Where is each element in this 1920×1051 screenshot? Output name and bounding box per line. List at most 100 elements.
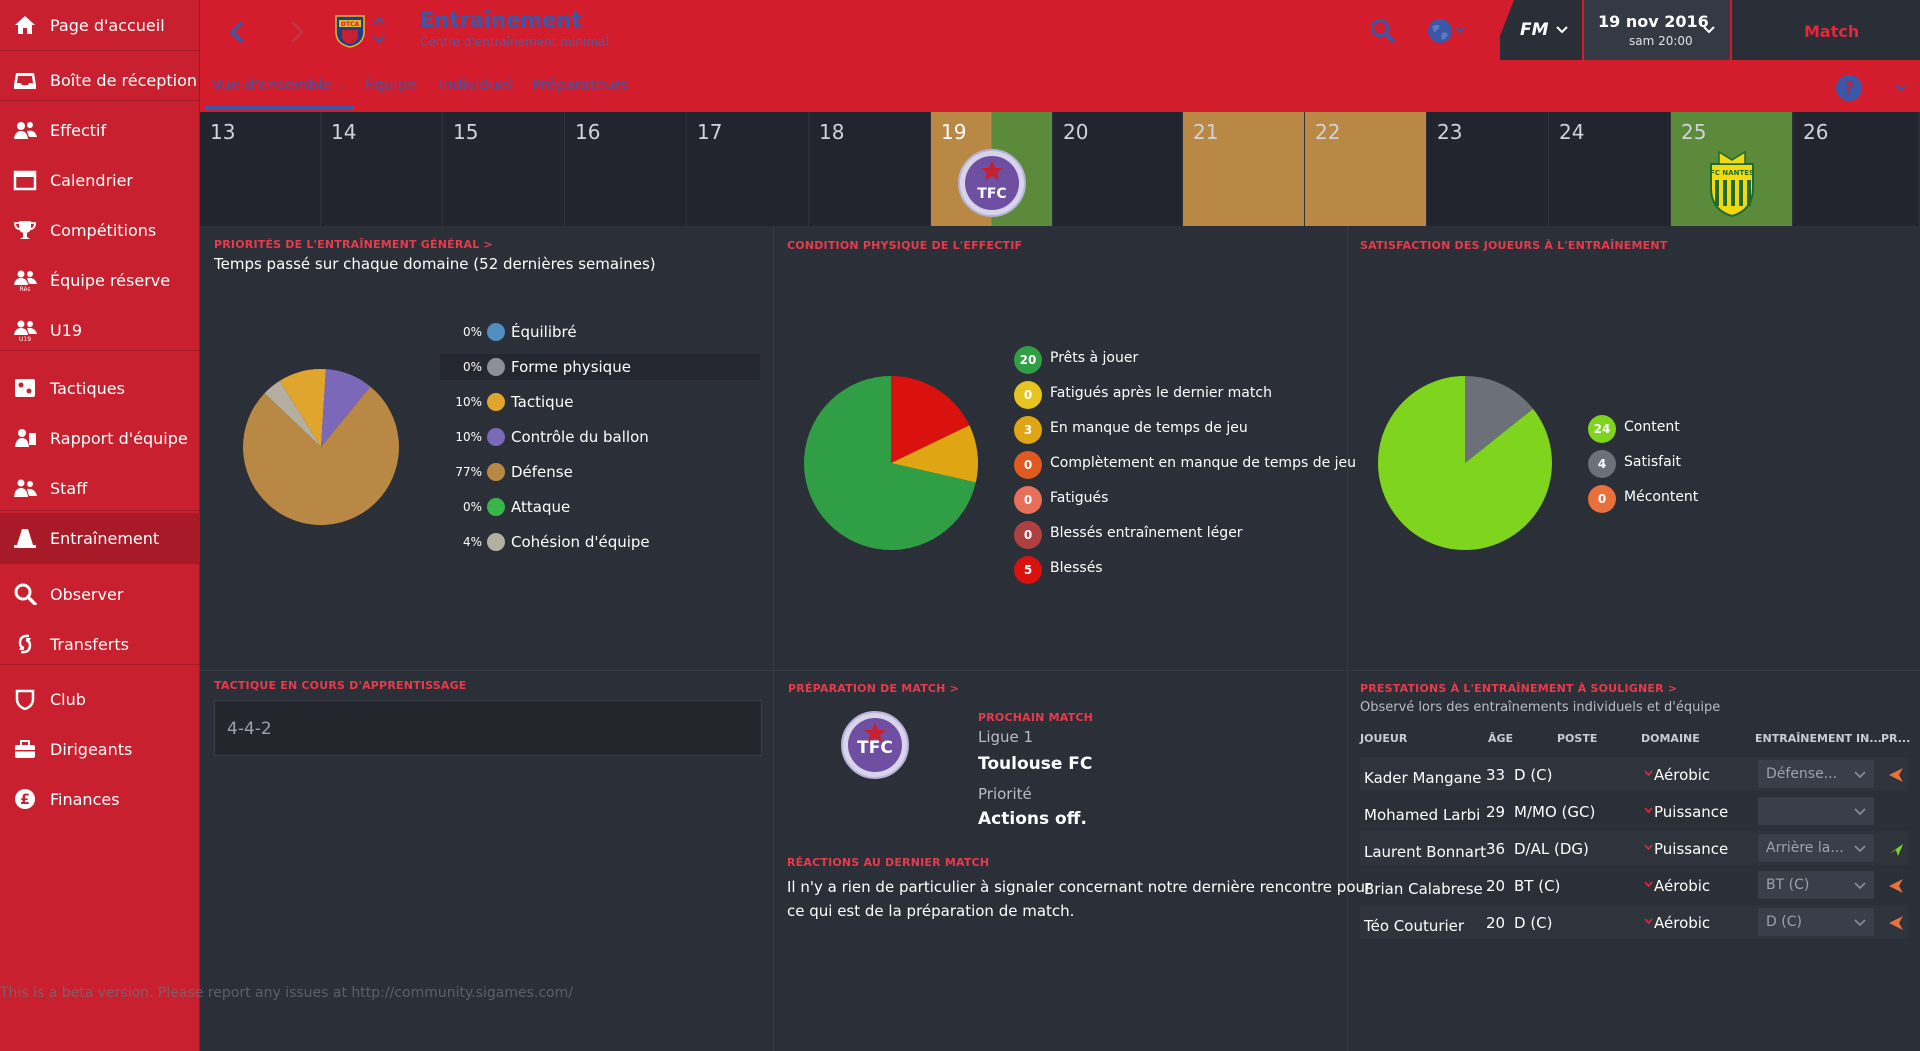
sidebar-item-transfers[interactable]: Transferts — [0, 619, 200, 669]
individual-training-dropdown[interactable]: Défense... — [1758, 760, 1874, 788]
priorities-legend-item[interactable]: 10% Tactique — [440, 389, 760, 415]
tab-team[interactable]: Équipe — [365, 76, 417, 94]
calendar-day[interactable]: 16 — [565, 112, 687, 226]
panel-divider — [200, 670, 1920, 671]
cell-name[interactable]: Laurent Bonnart — [1364, 843, 1486, 861]
sidebar-item-finances-pound[interactable]: £ Finances — [0, 774, 200, 824]
calendar-day[interactable]: 25 FC NANTES — [1671, 112, 1793, 226]
priorities-legend-item[interactable]: 4% Cohésion d'équipe — [440, 529, 760, 555]
tab-coaches[interactable]: Préparateurs — [532, 76, 629, 94]
calendar-day[interactable]: 26 — [1793, 112, 1920, 226]
help-icon[interactable]: ? — [1836, 75, 1862, 101]
priorities-legend-item[interactable]: 10% Contrôle du ballon — [440, 424, 760, 450]
sidebar-item-squad[interactable]: Effectif — [0, 105, 200, 155]
sidebar-item-home[interactable]: Page d'accueil — [0, 0, 200, 50]
individual-training-dropdown[interactable]: Arrière la... — [1758, 834, 1874, 862]
priorities-title[interactable]: PRIORITÉS DE L'ENTRAÎNEMENT GÉNÉRAL > — [214, 238, 493, 251]
cell-domain: Puissance — [1654, 840, 1729, 858]
chevron-down-icon[interactable] — [1644, 806, 1653, 814]
calendar-day[interactable]: 13 — [200, 112, 321, 226]
sidebar-item-trophy[interactable]: Compétitions — [0, 205, 200, 255]
individual-training-dropdown[interactable]: BT (C) — [1758, 871, 1874, 899]
sidebar-item-inbox[interactable]: Boîte de réception — [0, 55, 200, 105]
sidebar-item-label: Effectif — [50, 120, 107, 140]
opponent-badge-icon[interactable]: FC NANTES — [1697, 148, 1767, 218]
nav-separator — [0, 100, 200, 101]
opponent-badge-icon[interactable]: TFC — [957, 148, 1027, 218]
priorities-pie-slice — [279, 369, 326, 447]
forward-arrow-icon[interactable] — [284, 18, 308, 46]
cell-name[interactable]: Téo Couturier — [1364, 917, 1465, 935]
sidebar-item-staff[interactable]: Staff — [0, 463, 200, 513]
priorities-legend-item[interactable]: 0% Équilibré — [440, 319, 760, 345]
sidebar-item-u19[interactable]: U19 U19 — [0, 305, 200, 355]
table-row[interactable]: Téo Couturier 20 D (C) Aérobic D (C) — [1360, 905, 1908, 939]
sidebar-item-tactics[interactable]: Tactiques — [0, 363, 200, 413]
opponent-badge-icon[interactable]: TFC — [840, 710, 910, 780]
chevron-down-icon[interactable] — [1644, 880, 1653, 888]
chevron-down-icon[interactable] — [1644, 917, 1653, 925]
back-arrow-icon[interactable] — [226, 18, 250, 46]
col-header-position[interactable]: POSTE — [1557, 732, 1598, 745]
cell-name[interactable]: Brian Calabrese — [1364, 880, 1483, 898]
chevron-down-icon[interactable] — [1644, 769, 1653, 777]
condition-count-badge: 0 — [1014, 486, 1042, 514]
table-row[interactable]: Kader Mangane 33 D (C) Aérobic Défense... — [1360, 757, 1908, 791]
tactic-field[interactable]: 4-4-2 — [214, 700, 762, 756]
search-icon[interactable] — [1370, 18, 1396, 44]
sidebar-item-board-briefcase[interactable]: Dirigeants — [0, 724, 200, 774]
club-badge-icon[interactable]: OTCA — [334, 12, 366, 48]
table-row[interactable]: Laurent Bonnart 36 D/AL (DG) Puissance Arriè… — [1360, 831, 1908, 865]
col-header-age[interactable]: ÂGE — [1488, 732, 1514, 745]
table-row[interactable]: Brian Calabrese 20 BT (C) Aérobic BT (C) — [1360, 868, 1908, 902]
satisfaction-count-badge: 0 — [1588, 485, 1616, 513]
col-header-domain[interactable]: DOMAINE — [1641, 732, 1700, 745]
match-prep-title[interactable]: PRÉPARATION DE MATCH > — [788, 682, 960, 695]
priorities-legend-item[interactable]: 0% Attaque — [440, 494, 760, 520]
opponent-name[interactable]: Toulouse FC — [978, 754, 1093, 774]
sidebar-item-training-cone[interactable]: Entraînement — [0, 513, 200, 563]
calendar-day[interactable]: 23 — [1427, 112, 1549, 226]
calendar-day[interactable]: 22 — [1305, 112, 1427, 226]
calendar-day[interactable]: 18 — [809, 112, 931, 226]
priorities-pie-slice — [264, 380, 321, 447]
sidebar-item-calendar[interactable]: Calendrier — [0, 155, 200, 205]
cell-age: 20 — [1486, 914, 1506, 932]
globe-icon[interactable] — [1426, 17, 1470, 45]
calendar-day[interactable]: 15 — [443, 112, 565, 226]
dropdown-value: D (C) — [1766, 914, 1802, 930]
sidebar-item-scouting-search[interactable]: Observer — [0, 569, 200, 619]
calendar-day[interactable]: 24 — [1549, 112, 1671, 226]
priorities-legend-item[interactable]: 77% Défense — [440, 459, 760, 485]
tab-individual[interactable]: Individuel — [439, 76, 513, 94]
calendar-day[interactable]: 14 — [321, 112, 443, 226]
col-header-player[interactable]: JOUEUR — [1360, 732, 1408, 745]
table-row[interactable]: Mohamed Larbi 29 M/MO (GC) Puissance — [1360, 794, 1908, 828]
calendar-day[interactable]: 20 — [1053, 112, 1183, 226]
individual-training-dropdown[interactable]: D (C) — [1758, 908, 1874, 936]
calendar-day[interactable]: 19 TFC — [931, 112, 1053, 226]
sidebar-item-reserve-team[interactable]: Rés Équipe réserve — [0, 255, 200, 305]
fm-menu-button[interactable] — [1500, 0, 1582, 60]
priority-percent: 0% — [462, 325, 482, 339]
chevron-down-icon[interactable] — [1644, 843, 1653, 851]
cell-name[interactable]: Mohamed Larbi — [1364, 806, 1481, 824]
individual-training-dropdown[interactable] — [1758, 797, 1874, 825]
col-header-progress[interactable]: PR... — [1881, 732, 1911, 745]
club-switch-updown-icon[interactable] — [372, 14, 386, 46]
cell-name[interactable]: Kader Mangane — [1364, 769, 1482, 787]
match-button[interactable] — [1732, 0, 1920, 60]
nav-badge: Rés — [20, 286, 31, 291]
chevron-down-icon[interactable] — [1894, 82, 1908, 94]
sidebar-item-team-report[interactable]: Rapport d'équipe — [0, 413, 200, 463]
calendar-day[interactable]: 21 — [1183, 112, 1305, 226]
calendar-day[interactable]: 17 — [687, 112, 809, 226]
sidebar-item-club-shield[interactable]: Club — [0, 674, 200, 724]
cell-pos: BT (C) — [1514, 877, 1561, 895]
performances-subtitle: Observé lors des entraînements individue… — [1360, 700, 1721, 715]
col-header-individual-training[interactable]: ENTRAÎNEMENT IN... — [1755, 732, 1882, 745]
tactics-icon — [15, 379, 35, 397]
tab-overview[interactable]: Vue d'ensemble ⌄ — [212, 76, 345, 94]
priorities-legend-item[interactable]: 0% Forme physique — [440, 354, 760, 380]
performances-title[interactable]: PRESTATIONS À L'ENTRAÎNEMENT À SOULIGNER… — [1360, 682, 1678, 695]
